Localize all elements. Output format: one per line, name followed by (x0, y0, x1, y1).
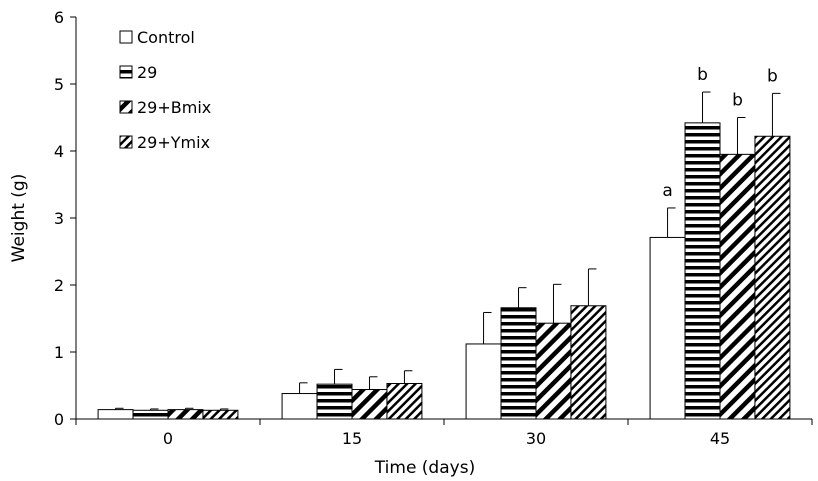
bar-29-day-30 (500, 307, 537, 420)
y-tick-label: 4 (54, 142, 64, 161)
y-axis-title: Weight (g) (9, 174, 29, 263)
bars (97, 122, 791, 420)
y-axis-ticks: 0 1 2 3 4 5 6 (54, 8, 76, 429)
bar-29-ymix-day-0 (202, 409, 239, 420)
bar-29-bmix-day-45 (719, 153, 756, 420)
legend: Control 29 29+Bmix 29+Ymix (119, 28, 211, 152)
legend-label-29-ymix: 29+Ymix (137, 133, 210, 152)
legend-swatch-29-bmix (119, 100, 133, 114)
x-tick-label: 15 (342, 429, 362, 448)
y-tick-label: 3 (54, 209, 64, 228)
y-tick-label: 0 (54, 410, 64, 429)
legend-label-29: 29 (137, 63, 157, 82)
bar-29-day-15 (316, 383, 353, 420)
bar-29-bmix-day-30 (535, 322, 572, 420)
legend-swatch-control (119, 30, 133, 44)
x-axis-title: Time (days) (374, 458, 475, 478)
significance-labels: a b b b (662, 65, 777, 201)
legend-label-29-bmix: 29+Bmix (137, 98, 211, 117)
significance-label: a (662, 181, 672, 201)
legend-swatch-29 (119, 65, 133, 79)
legend-swatch-29-ymix (119, 135, 133, 149)
bar-29-bmix-day-0 (167, 409, 204, 420)
y-tick-label: 6 (54, 8, 64, 27)
y-tick-label: 1 (54, 343, 64, 362)
bar-29-day-0 (132, 409, 169, 420)
legend-label-control: Control (137, 28, 195, 47)
x-tick-label: 30 (526, 429, 546, 448)
x-axis-ticks: 0 15 30 45 (75, 419, 813, 448)
error-bars (115, 91, 781, 411)
significance-label: b (697, 65, 708, 85)
bar-29-day-45 (684, 122, 721, 420)
bar-29-ymix-day-15 (386, 382, 423, 420)
x-tick-label: 0 (163, 429, 173, 448)
bar-29-ymix-day-45 (754, 135, 791, 420)
significance-label: b (732, 91, 743, 111)
y-tick-label: 5 (54, 75, 64, 94)
bar-29-bmix-day-15 (351, 389, 388, 420)
y-tick-label: 2 (54, 276, 64, 295)
bar-29-ymix-day-30 (570, 305, 607, 420)
bar-control-day-0 (97, 409, 134, 420)
bar-control-day-30 (465, 343, 502, 420)
bar-control-day-15 (281, 393, 318, 420)
significance-label: b (767, 66, 778, 86)
x-tick-label: 45 (710, 429, 730, 448)
bar-control-day-45 (649, 236, 686, 420)
